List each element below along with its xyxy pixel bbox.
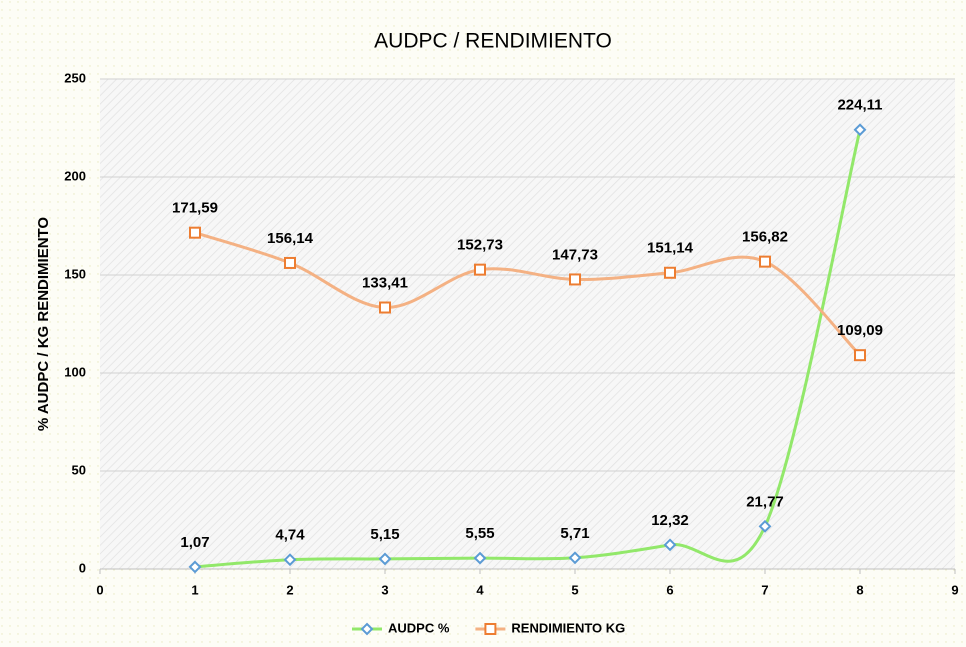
marker <box>474 263 486 276</box>
marker <box>853 123 867 137</box>
data-label: 224,11 <box>837 97 882 114</box>
y-axis-label: % AUDPC / KG RENDIMIENTO <box>35 217 52 432</box>
data-label: 5,55 <box>465 525 494 542</box>
marker <box>759 255 771 268</box>
marker <box>663 538 677 552</box>
marker <box>568 551 582 565</box>
chart-title: AUDPC / RENDIMIENTO <box>374 30 612 53</box>
x-tick-label: 4 <box>476 582 484 597</box>
y-tick-label: 200 <box>64 168 86 183</box>
data-label: 5,15 <box>370 526 399 543</box>
x-tick-label: 9 <box>951 582 958 597</box>
marks: 1,07 4,74 5,15 5,55 5,71 12,32 21,77 224,11 171,… <box>172 97 883 574</box>
marker <box>360 622 374 636</box>
marker <box>569 273 581 286</box>
x-tick-label: 3 <box>381 582 388 597</box>
y-tick-label: 150 <box>64 266 86 281</box>
data-label: 109,09 <box>837 322 883 339</box>
data-label: 21,77 <box>746 493 784 510</box>
x-tick-label: 5 <box>571 582 578 597</box>
marker <box>284 256 296 269</box>
data-label: 4,74 <box>275 527 305 544</box>
x-tick-label: 6 <box>666 582 673 597</box>
data-label: 1,07 <box>180 534 209 551</box>
marker <box>283 553 297 567</box>
marker <box>378 552 392 566</box>
data-label: 147,73 <box>552 246 598 263</box>
x-tick-label: 7 <box>761 582 768 597</box>
y-tick-label: 0 <box>79 560 86 575</box>
data-label: 5,71 <box>560 525 589 542</box>
marker <box>473 551 487 565</box>
marker <box>854 349 866 362</box>
marker <box>188 560 202 574</box>
marker <box>758 519 772 533</box>
legend-label: AUDPC % <box>388 620 450 635</box>
data-label: 151,14 <box>647 240 694 257</box>
x-tick-label: 0 <box>96 582 103 597</box>
marker <box>189 226 201 239</box>
data-label: 156,14 <box>267 230 314 247</box>
marker <box>379 301 391 314</box>
y-tick-label: 100 <box>64 364 86 379</box>
y-tick-label: 50 <box>72 462 86 477</box>
legend: AUDPC % RENDIMIENTO KG <box>352 620 625 635</box>
data-label: 156,82 <box>742 229 788 246</box>
data-label: 171,59 <box>172 200 218 217</box>
marker <box>664 266 676 279</box>
grid: 0 50 100 150 200 250 0 1 2 3 4 5 6 7 8 9 <box>64 70 958 597</box>
legend-label: RENDIMIENTO KG <box>511 620 625 635</box>
x-tick-label: 1 <box>191 582 198 597</box>
data-label: 133,41 <box>362 274 408 291</box>
data-label: 152,73 <box>457 237 503 254</box>
y-tick-label: 250 <box>64 70 86 85</box>
marker <box>484 623 497 635</box>
x-tick-label: 8 <box>856 582 863 597</box>
plot-area <box>100 79 955 569</box>
data-label: 12,32 <box>651 512 689 529</box>
x-tick-label: 2 <box>286 582 293 597</box>
